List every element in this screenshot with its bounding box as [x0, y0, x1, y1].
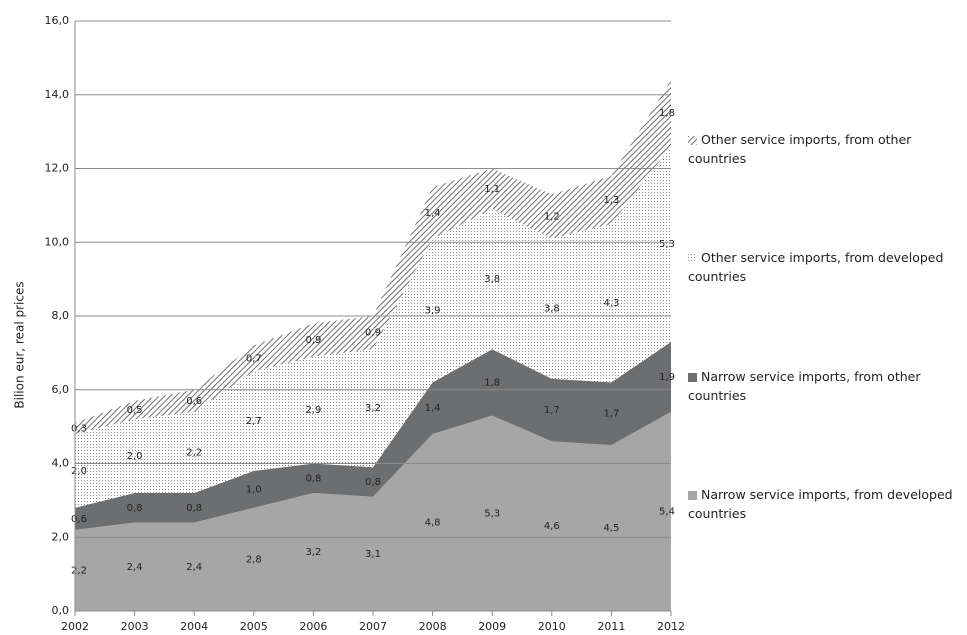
data-label: 2,2 [186, 447, 202, 458]
data-label: 0,7 [246, 353, 262, 364]
y-tick-label: 8,0 [52, 309, 70, 322]
x-tick-label: 2003 [121, 620, 149, 633]
data-label: 2,7 [246, 416, 262, 427]
data-label: 0,8 [127, 503, 143, 514]
legend-item: Narrow service imports, from developed c… [688, 485, 963, 523]
data-label: 5,3 [484, 508, 500, 519]
legend-label: Other service imports, from other countr… [688, 132, 912, 166]
data-label: 0,8 [305, 473, 321, 484]
data-label: 1,4 [425, 208, 441, 219]
y-axis-label: Bilion eur, real prices [13, 281, 27, 408]
data-label: 2,2 [71, 565, 87, 576]
y-tick-label: 16,0 [45, 14, 70, 27]
legend-item: Narrow service imports, from other count… [688, 367, 963, 405]
data-label: 1,8 [659, 108, 675, 119]
data-label: 4,3 [603, 298, 619, 309]
x-tick-label: 2009 [478, 620, 506, 633]
data-label: 1,3 [603, 195, 619, 206]
y-tick-label: 6,0 [52, 383, 70, 396]
y-tick-label: 14,0 [45, 88, 70, 101]
data-label: 0,8 [186, 503, 202, 514]
data-label: 5,4 [659, 506, 675, 517]
y-tick-label: 12,0 [45, 162, 70, 175]
data-label: 3,9 [425, 305, 441, 316]
data-label: 3,1 [365, 549, 381, 560]
data-label: 1,1 [484, 184, 500, 195]
data-label: 3,2 [365, 403, 381, 414]
data-label: 0,8 [365, 477, 381, 488]
area [75, 411, 671, 611]
data-label: 2,0 [127, 451, 143, 462]
legend-label: Narrow service imports, from developed c… [688, 487, 953, 521]
data-label: 0,9 [305, 335, 321, 346]
data-label: 3,2 [305, 547, 321, 558]
data-label: 0,3 [71, 423, 87, 434]
data-label: 1,8 [484, 377, 500, 388]
y-tick-label: 2,0 [52, 530, 70, 543]
x-tick-label: 2008 [419, 620, 447, 633]
data-label: 1,2 [544, 211, 560, 222]
x-tick-label: 2006 [299, 620, 327, 633]
data-label: 4,6 [544, 521, 560, 532]
data-label: 2,4 [186, 562, 202, 573]
data-label: 1,7 [544, 405, 560, 416]
data-label: 4,5 [603, 523, 619, 534]
y-tick-label: 0,0 [52, 604, 70, 617]
data-label: 2,9 [305, 405, 321, 416]
x-tick-label: 2007 [359, 620, 387, 633]
data-label: 1,7 [603, 409, 619, 420]
data-label: 1,0 [246, 484, 262, 495]
data-label: 1,4 [425, 403, 441, 414]
data-label: 4,8 [425, 518, 441, 529]
legend-swatch [688, 136, 697, 145]
area [75, 341, 671, 530]
legend-swatch [688, 491, 697, 500]
data-label: 0,5 [127, 405, 143, 416]
data-label: 2,8 [246, 554, 262, 565]
x-tick-label: 2011 [597, 620, 625, 633]
x-tick-label: 2004 [180, 620, 208, 633]
data-label: 1,9 [659, 372, 675, 383]
data-label: 3,8 [544, 304, 560, 315]
data-label: 3,8 [484, 274, 500, 285]
area [75, 146, 671, 508]
legend-swatch [688, 373, 697, 382]
data-label: 0,6 [71, 514, 87, 525]
data-label: 2,4 [127, 562, 143, 573]
data-label: 0,6 [186, 396, 202, 407]
y-tick-label: 10,0 [45, 235, 70, 248]
legend-swatch [688, 254, 697, 263]
x-tick-label: 2005 [240, 620, 268, 633]
y-tick-label: 4,0 [52, 457, 70, 470]
legend-item: Other service imports, from other countr… [688, 130, 963, 168]
legend-item: Other service imports, from developed co… [688, 248, 963, 286]
data-label: 5,3 [659, 239, 675, 250]
legend-label: Narrow service imports, from other count… [688, 369, 921, 403]
legend-label: Other service imports, from developed co… [688, 250, 944, 284]
data-label: 2,0 [71, 466, 87, 477]
data-label: 0,9 [365, 328, 381, 339]
x-tick-label: 2002 [61, 620, 89, 633]
x-tick-label: 2012 [657, 620, 685, 633]
x-tick-label: 2010 [538, 620, 566, 633]
